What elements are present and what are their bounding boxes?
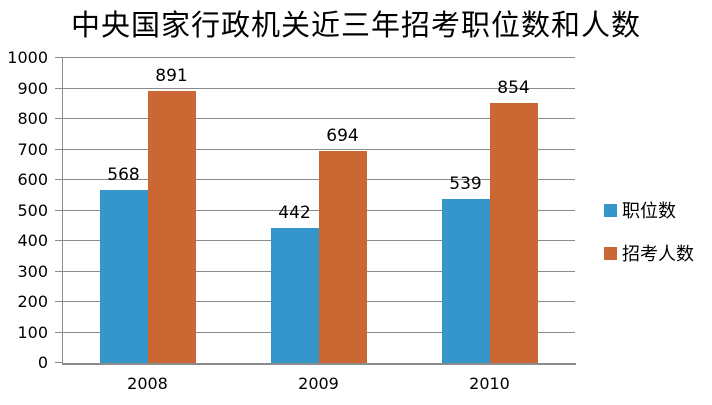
y-axis-label-600: 600 [17,170,48,189]
x-axis-label-2008: 2008 [127,374,168,393]
gridline-700 [62,148,575,150]
y-axis-label-200: 200 [17,292,48,311]
y-axis-label-400: 400 [17,231,48,250]
x-axis-label-2010: 2010 [469,374,510,393]
bar-series1-2009 [270,228,319,363]
y-tick-900 [55,87,62,89]
value-label-series2-2009: 694 [326,126,359,147]
bar-series2-2009 [318,151,367,363]
bar-series2-2008 [147,91,196,363]
gridline-900 [62,87,575,89]
y-axis-label-300: 300 [17,261,48,281]
bar-series2-2010 [489,102,538,363]
y-axis-label-800: 800 [17,109,48,128]
y-tick-800 [55,118,62,119]
x-axis-label-2009: 2009 [298,374,339,393]
y-tick-300 [55,270,62,272]
y-tick-1000 [55,57,62,58]
legend-swatch-series1-icon [604,203,617,217]
y-axis-label-1000: 1000 [7,48,48,67]
y-tick-400 [55,240,62,241]
gridline-1000 [62,57,575,58]
y-tick-100 [55,331,62,333]
y-tick-700 [55,148,62,150]
y-tick-500 [55,209,62,211]
bar-series1-2008 [99,189,148,363]
legend-item-series2: 招考人数 [604,240,694,266]
value-label-series1-2010: 539 [449,173,482,194]
y-tick-200 [55,301,62,302]
chart-title: 中央国家行政机关近三年招考职位数和人数 [70,8,641,42]
legend: 职位数 招考人数 [604,197,694,283]
y-axis-label-700: 700 [17,139,48,159]
value-label-series1-2009: 442 [278,203,311,224]
plot-area [62,58,576,365]
y-axis-label-100: 100 [17,322,48,342]
y-tick-0 [55,362,62,363]
y-axis-label-500: 500 [17,200,48,220]
y-tick-600 [55,179,62,180]
value-label-series2-2010: 854 [497,77,530,98]
value-label-series1-2008: 568 [107,164,140,185]
legend-label-series2: 招考人数 [622,244,694,265]
bar-series1-2010 [441,198,490,363]
legend-label-series1: 职位数 [622,201,676,222]
legend-item-series1: 职位数 [604,197,694,223]
y-axis-label-0: 0 [37,353,48,372]
y-axis-label-900: 900 [17,78,48,98]
gridline-800 [62,118,575,119]
legend-swatch-series2-icon [604,246,617,260]
value-label-series2-2008: 891 [155,66,188,87]
